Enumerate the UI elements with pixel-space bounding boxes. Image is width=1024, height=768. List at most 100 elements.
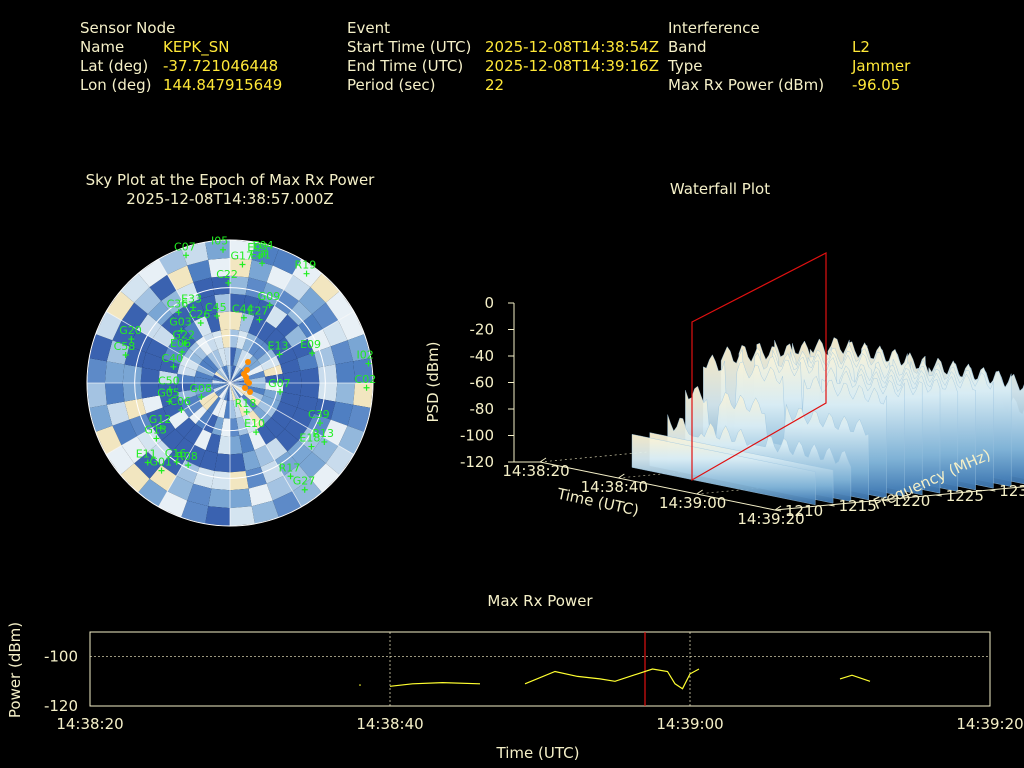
sky-cell xyxy=(152,325,176,348)
sky-cell xyxy=(248,259,273,283)
sky-cell xyxy=(217,399,227,419)
sky-spoke xyxy=(105,382,231,455)
sky-cell xyxy=(318,364,338,383)
sky-cell xyxy=(300,367,320,383)
sky-cell xyxy=(242,294,261,316)
sky-cell xyxy=(283,465,311,492)
sky-cell xyxy=(265,305,288,329)
satellite-marker xyxy=(179,348,186,355)
sky-cell xyxy=(230,379,248,383)
satellite-label: G17 xyxy=(230,249,253,262)
sky-cell xyxy=(138,478,168,507)
satellite-label: E10 xyxy=(244,417,265,430)
sky-cell xyxy=(202,355,219,372)
satellite-label: R17 xyxy=(279,461,301,474)
satellite-label: E33 xyxy=(181,292,202,305)
satellite-label: I02 xyxy=(356,349,373,362)
sky-cell xyxy=(247,336,265,356)
satellite-label: E09 xyxy=(300,338,321,351)
start-value: 2025-12-08T14:38:54Z xyxy=(485,38,659,56)
satellite-label: G20 xyxy=(119,324,142,337)
sky-cell xyxy=(313,398,336,420)
sky-cell xyxy=(211,330,224,350)
sky-cell xyxy=(260,356,281,371)
satellite-marker xyxy=(175,309,182,316)
sky-plot-title: Sky Plot at the Epoch of Max Rx Power xyxy=(85,171,375,189)
sky-cell xyxy=(199,391,217,406)
sky-cell xyxy=(347,334,371,362)
sky-spoke xyxy=(105,311,231,384)
sky-cell xyxy=(275,314,299,338)
sky-cell xyxy=(138,259,168,288)
sky-cell xyxy=(230,365,237,383)
sky-cell xyxy=(230,275,249,295)
satellite-label: G22 xyxy=(172,328,195,341)
satellite-label: G05 xyxy=(157,387,180,400)
sky-cell xyxy=(106,340,130,365)
power-value: -96.05 xyxy=(852,76,901,94)
psd-tick-label: -80 xyxy=(470,400,495,418)
sky-cell xyxy=(168,409,189,429)
sky-cell xyxy=(122,383,142,402)
sky-cell xyxy=(245,365,264,377)
sky-cell xyxy=(124,346,147,368)
satellite-label: E18 xyxy=(299,432,320,445)
satellite-label: E05 xyxy=(247,241,268,254)
satellite-marker xyxy=(153,435,160,442)
sky-cell xyxy=(230,347,237,366)
sensor-heading: Sensor Node xyxy=(80,19,176,37)
sky-cell xyxy=(330,340,354,365)
power-chart-border xyxy=(89,631,991,707)
sky-cell xyxy=(179,356,200,371)
sky-cell xyxy=(149,465,177,492)
satellite-label: E27 xyxy=(248,305,269,318)
satellite-marker xyxy=(220,246,227,253)
sky-cell xyxy=(194,370,214,380)
sky-cell xyxy=(220,329,230,348)
satellite-marker xyxy=(213,312,220,319)
interference-heading: Interference xyxy=(668,19,760,37)
satellite-marker xyxy=(303,270,310,277)
satellite-marker xyxy=(363,384,370,391)
satellite-marker xyxy=(256,316,263,323)
sky-cell xyxy=(146,338,169,359)
sky-cell xyxy=(89,334,113,362)
frequency-tick xyxy=(989,489,996,492)
psd-tick-label: -20 xyxy=(470,321,495,339)
type-label: Type xyxy=(668,57,703,75)
max-power-point xyxy=(244,378,250,384)
sky-plot-heatmap xyxy=(87,240,373,526)
lon-label: Lon (deg) xyxy=(80,76,152,94)
sky-spoke xyxy=(229,382,302,508)
sky-cell xyxy=(205,433,221,454)
sky-spoke xyxy=(158,258,231,384)
sky-cell xyxy=(241,394,258,411)
period-value: 22 xyxy=(485,76,505,94)
sky-cell xyxy=(260,395,281,410)
sky-cell xyxy=(212,376,230,383)
sky-cell xyxy=(243,391,261,406)
sky-cell xyxy=(271,409,292,429)
satellite-label: R13 xyxy=(312,427,334,440)
frequency-axis-line xyxy=(774,486,1024,511)
max-power-point xyxy=(241,371,247,377)
sky-cell xyxy=(212,383,230,390)
sky-cell xyxy=(187,483,212,507)
lat-value: -37.721046448 xyxy=(163,57,279,75)
sky-cell xyxy=(214,293,230,313)
sky-cell xyxy=(120,273,150,303)
frequency-tick-label: 1220 xyxy=(892,492,930,510)
sky-cell xyxy=(280,392,301,408)
sky-cell xyxy=(147,440,173,466)
sky-cell xyxy=(254,444,275,467)
sky-cell xyxy=(121,302,148,330)
sky-cell xyxy=(283,274,311,301)
sky-cell xyxy=(181,242,209,266)
sky-cell xyxy=(230,488,252,509)
sky-cell xyxy=(233,347,243,367)
sky-cell xyxy=(214,371,230,383)
sky-cell xyxy=(230,369,244,383)
power-line-segment xyxy=(389,681,481,687)
psd-tick-label: 0 xyxy=(484,294,494,312)
